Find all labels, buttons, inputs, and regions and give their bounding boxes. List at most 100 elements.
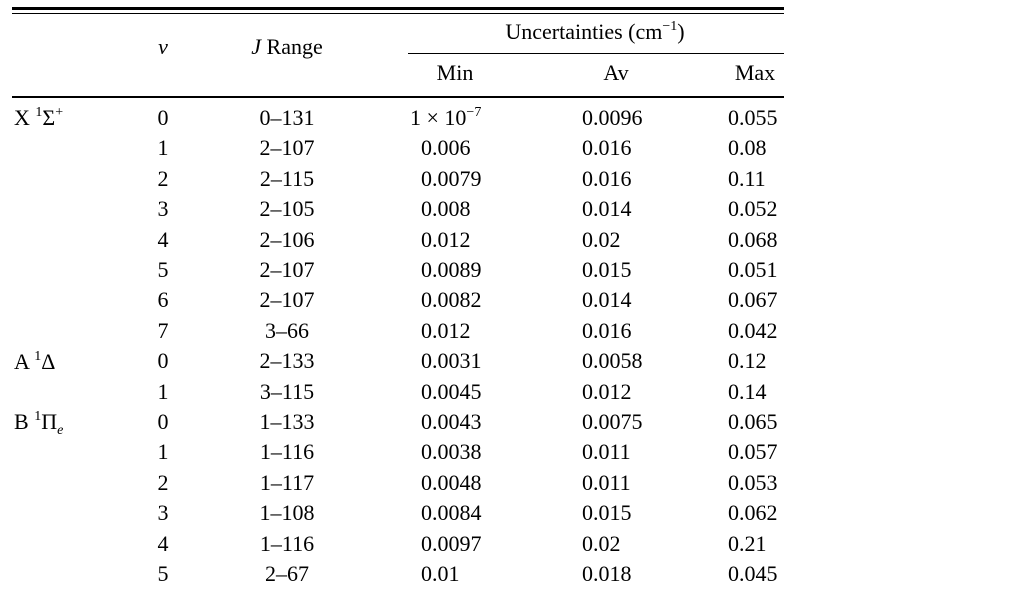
header-v: v [158, 34, 168, 59]
state-a-multiplicity: 1 [34, 349, 42, 364]
cell-v: 4 [157, 227, 169, 252]
uncertainties-underline [408, 53, 784, 54]
cell-max: 0.21 [728, 531, 767, 556]
cell-max: 0.12 [728, 348, 767, 373]
header-uncertainties-exponent: −1 [662, 19, 678, 34]
cell-max: 0.067 [728, 287, 778, 312]
cell-v: 1 [157, 379, 169, 404]
cell-min: 0.008 [421, 196, 471, 221]
cell-j-range: 1–116 [259, 531, 315, 556]
cell-v: 3 [157, 500, 169, 525]
cell-max: 0.055 [728, 105, 778, 130]
cell-j-range: 1–108 [259, 500, 315, 525]
cell-j-range: 1–133 [259, 409, 315, 434]
cell-j-range: 1–116 [259, 439, 315, 464]
cell-v: 0 [157, 348, 169, 373]
header-rule [12, 96, 784, 98]
cell-av: 0.016 [582, 166, 632, 191]
cell-av: 0.016 [582, 135, 632, 160]
state-a-symbol: Δ [41, 349, 56, 374]
cell-j-range: 2–107 [259, 287, 315, 312]
cell-j-range: 2–106 [259, 227, 315, 252]
header-uncertainties: Uncertainties (cm−1) [505, 19, 684, 45]
cell-max: 0.052 [728, 196, 778, 221]
cell-j-range: 2–107 [259, 135, 315, 160]
cell-av: 0.012 [582, 379, 632, 404]
header-uncertainties-label: Uncertainties (cm [505, 19, 663, 44]
state-b-multiplicity: 1 [34, 409, 42, 424]
first-min-scientific: 1 × 10−7 [410, 105, 481, 131]
cell-av: 0.0096 [582, 105, 643, 130]
cell-av: 0.016 [582, 318, 632, 343]
cell-av: 0.011 [582, 470, 631, 495]
header-j-range: J Range [251, 34, 322, 60]
cell-av: 0.014 [582, 196, 632, 221]
cell-max: 0.062 [728, 500, 778, 525]
cell-j-range: 2–133 [259, 348, 315, 373]
cell-max: 0.11 [728, 166, 766, 191]
cell-av: 0.02 [582, 227, 621, 252]
state-b-symbol: Π [41, 409, 58, 434]
state-label-b: B 1Πe [14, 409, 64, 438]
cell-v: 1 [157, 439, 169, 464]
cell-av: 0.011 [582, 439, 631, 464]
cell-av: 0.015 [582, 257, 632, 282]
cell-j-range: 2–107 [259, 257, 315, 282]
cell-v: 5 [157, 257, 169, 282]
cell-j-range: 3–66 [265, 318, 309, 343]
cell-max: 0.065 [728, 409, 778, 434]
cell-av: 0.0075 [582, 409, 643, 434]
top-rule-thin [12, 13, 784, 14]
cell-v: 0 [157, 409, 169, 434]
cell-min: 0.0043 [421, 409, 482, 434]
state-x-parity: + [55, 105, 64, 120]
cell-av: 0.014 [582, 287, 632, 312]
state-label-x: X 1Σ+ [14, 105, 63, 131]
top-rule-thick [12, 7, 784, 10]
cell-min: 0.0045 [421, 379, 482, 404]
cell-av: 0.018 [582, 561, 632, 586]
cell-min: 0.0031 [421, 348, 482, 373]
state-b-base: B [14, 409, 35, 434]
cell-j-range: 1–117 [259, 470, 315, 495]
cell-max: 0.14 [728, 379, 767, 404]
cell-min: 0.006 [421, 135, 471, 160]
state-a-base: A [14, 349, 35, 374]
cell-min: 0.0038 [421, 439, 482, 464]
header-j-symbol: J [251, 34, 262, 59]
header-range-label: Range [261, 34, 323, 59]
cell-max: 0.045 [728, 561, 778, 586]
cell-max: 0.053 [728, 470, 778, 495]
header-av: Av [603, 60, 629, 85]
cell-v: 1 [157, 135, 169, 160]
state-label-a: A 1Δ [14, 349, 55, 375]
cell-av: 0.015 [582, 500, 632, 525]
cell-j-range: 2–67 [265, 561, 309, 586]
state-x-multiplicity: 1 [35, 105, 43, 120]
state-x-symbol: Σ [42, 105, 56, 130]
cell-min: 0.0089 [421, 257, 482, 282]
cell-v: 4 [157, 531, 169, 556]
cell-min: 0.0082 [421, 287, 482, 312]
state-b-subscript: e [57, 423, 64, 438]
cell-min: 0.012 [421, 318, 471, 343]
header-uncertainties-close: ) [677, 19, 685, 44]
cell-v: 3 [157, 196, 169, 221]
cell-v: 2 [157, 166, 169, 191]
cell-v: 0 [157, 105, 169, 130]
cell-v: 7 [157, 318, 169, 343]
header-min: Min [436, 60, 474, 85]
cell-min: 0.0048 [421, 470, 482, 495]
cell-av: 0.02 [582, 531, 621, 556]
cell-min: 0.012 [421, 227, 471, 252]
cell-j-range: 0–131 [259, 105, 315, 130]
cell-min: 0.0097 [421, 531, 482, 556]
cell-v: 2 [157, 470, 169, 495]
state-x-base: X [14, 105, 36, 130]
cell-max: 0.08 [728, 135, 767, 160]
cell-min: 0.01 [421, 561, 460, 586]
cell-max: 0.057 [728, 439, 778, 464]
cell-max: 0.042 [728, 318, 778, 343]
cell-v: 5 [157, 561, 169, 586]
